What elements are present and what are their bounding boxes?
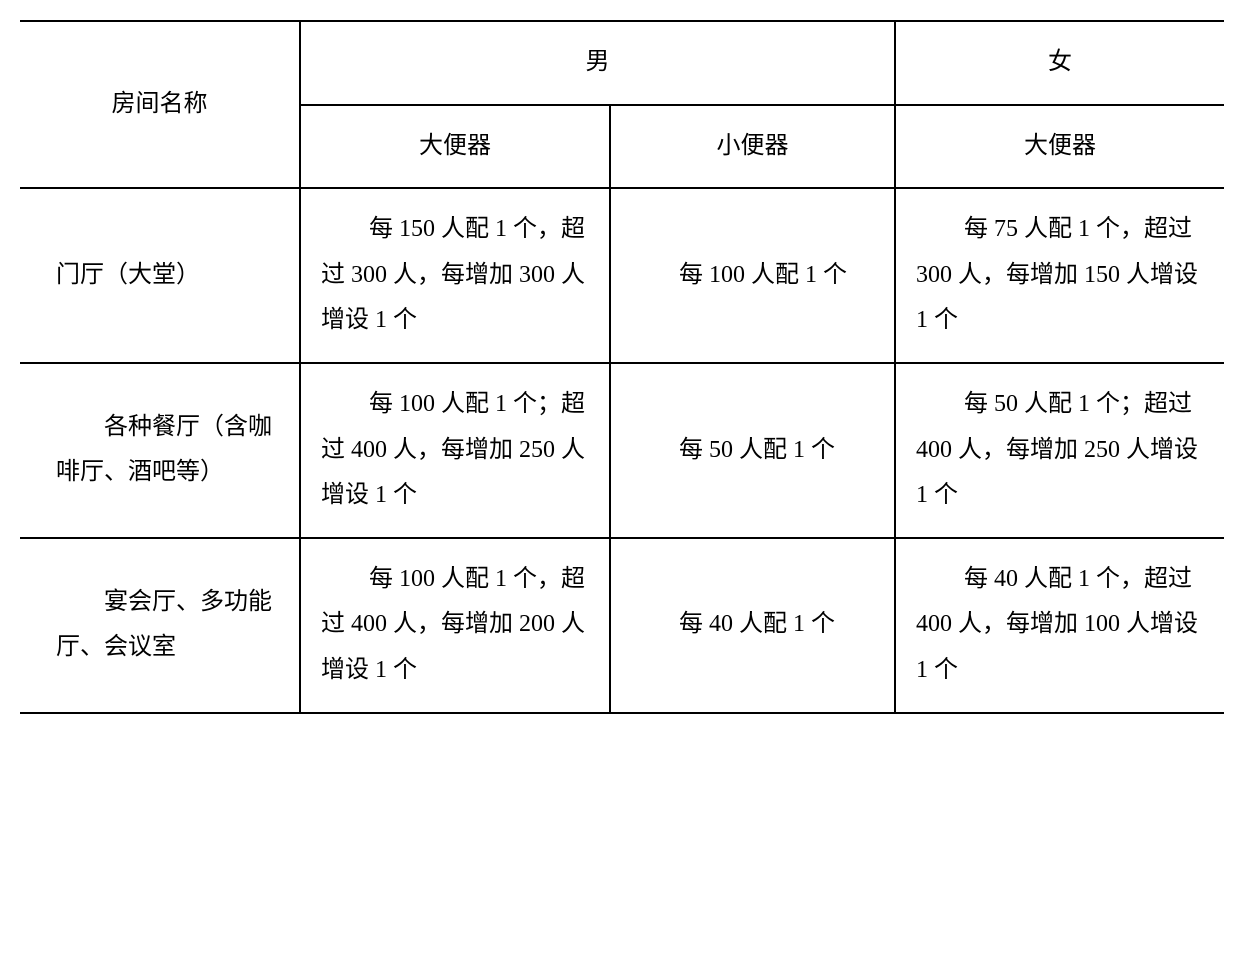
cell-room-name: 门厅（大堂） [20,188,300,363]
cell-text: 每 100 人配 1 个，超过 400 人，每增加 200 人增设 1 个 [321,557,589,694]
cell-text: 每 50 人配 1 个；超过 400 人，每增加 250 人增设 1 个 [916,382,1204,519]
header-male-toilet: 大便器 [300,105,610,189]
cell-text: 每 150 人配 1 个，超过 300 人，每增加 300 人增设 1 个 [321,207,589,344]
table-body: 门厅（大堂） 每 150 人配 1 个，超过 300 人，每增加 300 人增设… [20,188,1224,712]
header-male: 男 [300,21,895,105]
cell-male-toilet: 每 150 人配 1 个，超过 300 人，每增加 300 人增设 1 个 [300,188,610,363]
cell-male-urinal: 每 100 人配 1 个 [610,188,895,363]
cell-text: 每 40 人配 1 个 [631,602,874,648]
cell-female-toilet: 每 50 人配 1 个；超过 400 人，每增加 250 人增设 1 个 [895,363,1224,538]
table-header: 房间名称 男 女 大便器 小便器 大便器 [20,21,1224,188]
header-room-name: 房间名称 [20,21,300,188]
header-male-urinal: 小便器 [610,105,895,189]
cell-room-name: 各种餐厅（含咖啡厅、酒吧等） [20,363,300,538]
table-row: 各种餐厅（含咖啡厅、酒吧等） 每 100 人配 1 个；超过 400 人，每增加… [20,363,1224,538]
cell-female-toilet: 每 40 人配 1 个，超过 400 人，每增加 100 人增设 1 个 [895,538,1224,713]
sanitation-standards-table: 房间名称 男 女 大便器 小便器 大便器 门厅（大堂） 每 150 人配 1 个… [20,20,1224,714]
table-row: 门厅（大堂） 每 150 人配 1 个，超过 300 人，每增加 300 人增设… [20,188,1224,363]
table-row: 宴会厅、多功能厅、会议室 每 100 人配 1 个，超过 400 人，每增加 2… [20,538,1224,713]
room-text: 门厅（大堂） [56,253,279,299]
room-text: 宴会厅、多功能厅、会议室 [56,580,279,671]
cell-text: 每 75 人配 1 个，超过 300 人，每增加 150 人增设 1 个 [916,207,1204,344]
cell-text: 每 40 人配 1 个，超过 400 人，每增加 100 人增设 1 个 [916,557,1204,694]
cell-text: 每 100 人配 1 个 [631,253,874,299]
cell-male-urinal: 每 50 人配 1 个 [610,363,895,538]
cell-text: 每 100 人配 1 个；超过 400 人，每增加 250 人增设 1 个 [321,382,589,519]
standards-table-container: 房间名称 男 女 大便器 小便器 大便器 门厅（大堂） 每 150 人配 1 个… [20,20,1224,714]
room-text: 各种餐厅（含咖啡厅、酒吧等） [56,405,279,496]
cell-male-urinal: 每 40 人配 1 个 [610,538,895,713]
cell-male-toilet: 每 100 人配 1 个；超过 400 人，每增加 250 人增设 1 个 [300,363,610,538]
cell-male-toilet: 每 100 人配 1 个，超过 400 人，每增加 200 人增设 1 个 [300,538,610,713]
header-female-toilet: 大便器 [895,105,1224,189]
header-female: 女 [895,21,1224,105]
cell-text: 每 50 人配 1 个 [631,428,874,474]
cell-female-toilet: 每 75 人配 1 个，超过 300 人，每增加 150 人增设 1 个 [895,188,1224,363]
header-row-1: 房间名称 男 女 [20,21,1224,105]
cell-room-name: 宴会厅、多功能厅、会议室 [20,538,300,713]
